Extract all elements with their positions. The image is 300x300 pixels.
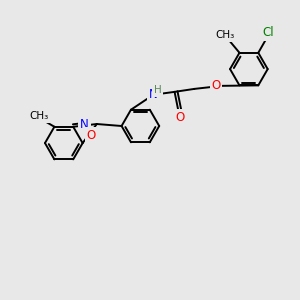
Text: CH₃: CH₃	[215, 30, 234, 40]
Text: O: O	[175, 111, 184, 124]
Text: H: H	[154, 85, 162, 95]
Text: O: O	[86, 129, 96, 142]
Text: O: O	[212, 80, 221, 92]
Text: CH₃: CH₃	[29, 111, 48, 121]
Text: Cl: Cl	[262, 26, 274, 40]
Text: N: N	[148, 88, 157, 101]
Text: N: N	[80, 118, 89, 131]
